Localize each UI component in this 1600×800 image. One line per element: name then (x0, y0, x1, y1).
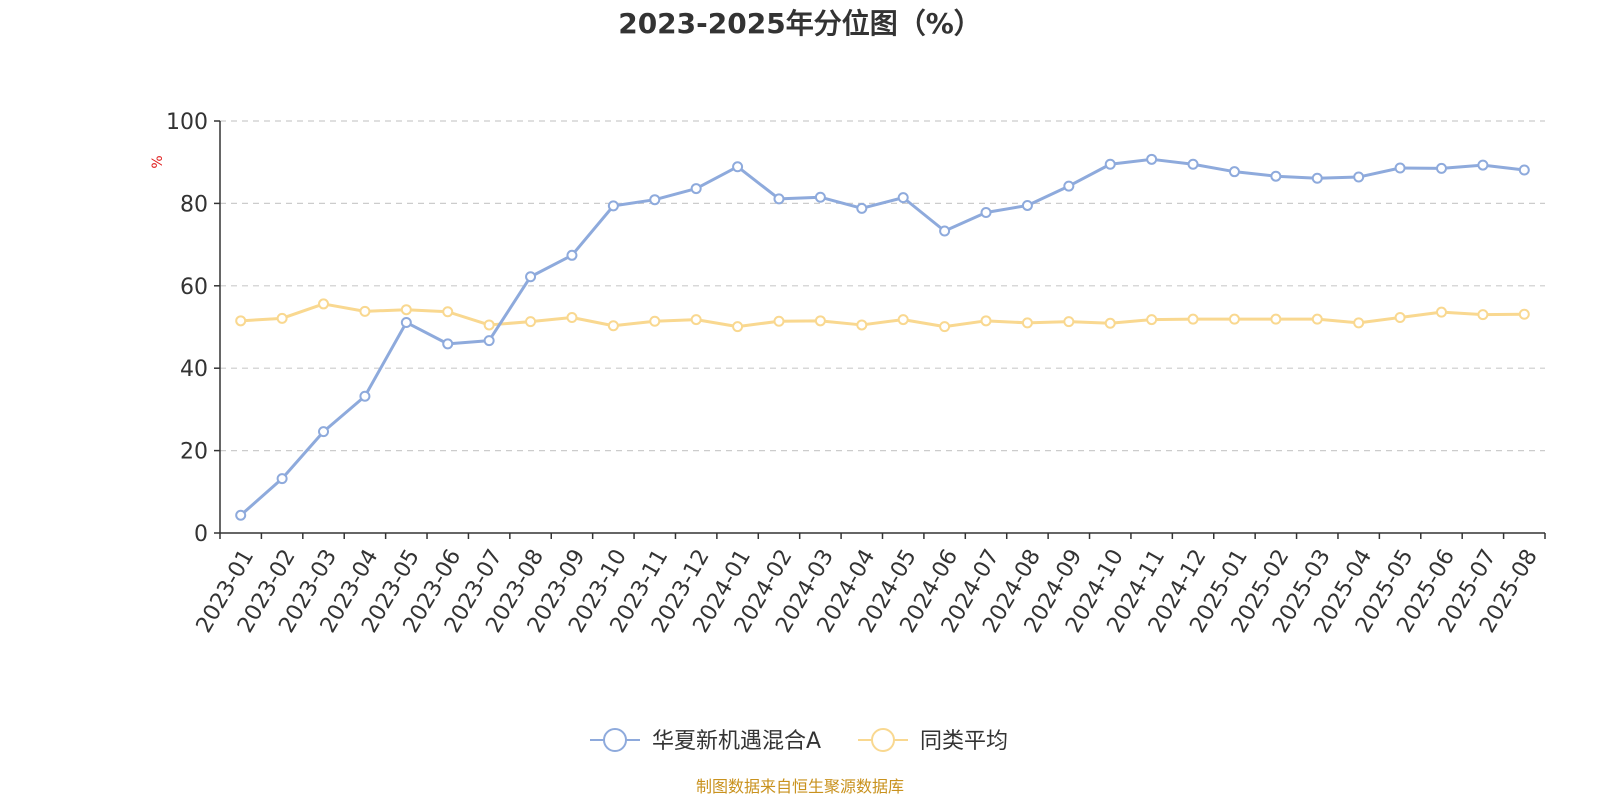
data-point[interactable] (1518, 164, 1530, 176)
data-point[interactable] (276, 473, 288, 485)
legend-item-0[interactable]: 华夏新机遇混合A (590, 728, 821, 754)
data-point[interactable] (897, 192, 909, 204)
data-point[interactable] (235, 509, 247, 521)
data-point[interactable] (483, 335, 495, 347)
data-point[interactable] (566, 312, 578, 324)
grid-layer (220, 120, 1545, 452)
data-point[interactable] (1518, 308, 1530, 320)
data-point[interactable] (1311, 313, 1323, 325)
y-tick-label: 80 (180, 192, 208, 217)
data-point[interactable] (1477, 159, 1489, 171)
data-point[interactable] (400, 304, 412, 316)
data-point[interactable] (732, 321, 744, 333)
legend[interactable]: 华夏新机遇混合A 同类平均 (590, 728, 1008, 754)
data-point[interactable] (1353, 171, 1365, 183)
data-point[interactable] (1104, 317, 1116, 329)
data-point[interactable] (1394, 162, 1406, 174)
data-point[interactable] (400, 316, 412, 328)
data-point[interactable] (442, 306, 454, 318)
data-point[interactable] (1021, 199, 1033, 211)
data-point[interactable] (359, 390, 371, 402)
data-point[interactable] (690, 183, 702, 195)
data-point[interactable] (318, 426, 330, 438)
data-point[interactable] (1063, 180, 1075, 192)
data-point[interactable] (980, 206, 992, 218)
data-point[interactable] (856, 202, 868, 214)
data-point[interactable] (897, 314, 909, 326)
legend-label: 同类平均 (920, 729, 1008, 754)
legend-label: 华夏新机遇混合A (652, 729, 821, 754)
data-point[interactable] (318, 298, 330, 310)
data-point[interactable] (1104, 158, 1116, 170)
y-tick-label: 100 (166, 110, 208, 135)
series-line (240, 302, 1525, 329)
data-point[interactable] (607, 200, 619, 212)
data-point[interactable] (1435, 162, 1447, 174)
data-point[interactable] (483, 319, 495, 331)
data-point[interactable] (1435, 306, 1447, 318)
legend-marker (603, 728, 627, 752)
data-point[interactable] (939, 321, 951, 333)
y-axis-label: % (150, 155, 166, 168)
series-1 (235, 298, 1530, 333)
y-tick-label: 20 (180, 440, 208, 465)
series-0 (235, 153, 1530, 521)
data-point[interactable] (690, 314, 702, 326)
data-point[interactable] (1311, 172, 1323, 184)
y-tick-label: 40 (180, 357, 208, 382)
data-point[interactable] (1021, 317, 1033, 329)
chart-title: 2023-2025年分位图（%） (618, 7, 982, 40)
data-point[interactable] (732, 161, 744, 173)
data-point[interactable] (814, 191, 826, 203)
data-point[interactable] (1187, 313, 1199, 325)
data-point[interactable] (856, 319, 868, 331)
source-note: 制图数据来自恒生聚源数据库 (696, 777, 904, 796)
data-point[interactable] (1146, 314, 1158, 326)
data-point[interactable] (1270, 313, 1282, 325)
data-point[interactable] (607, 320, 619, 332)
data-point[interactable] (1228, 166, 1240, 178)
data-point[interactable] (649, 315, 661, 327)
data-point[interactable] (525, 316, 537, 328)
data-point[interactable] (276, 312, 288, 324)
legend-marker (871, 728, 895, 752)
data-point[interactable] (1394, 312, 1406, 324)
data-point[interactable] (939, 225, 951, 237)
data-point[interactable] (235, 315, 247, 327)
data-point[interactable] (773, 315, 785, 327)
data-point[interactable] (525, 271, 537, 283)
series-line (239, 157, 1525, 517)
data-point[interactable] (1477, 309, 1489, 321)
data-point[interactable] (649, 194, 661, 206)
y-tick-label: 0 (194, 522, 208, 547)
data-point[interactable] (980, 315, 992, 327)
data-point[interactable] (1187, 158, 1199, 170)
series-layer (235, 153, 1530, 521)
legend-item-1[interactable]: 同类平均 (858, 728, 1008, 754)
data-point[interactable] (442, 338, 454, 350)
data-point[interactable] (1228, 313, 1240, 325)
data-point[interactable] (1270, 170, 1282, 182)
axis-layer: 0204060801002023-012023-022023-032023-04… (166, 110, 1546, 637)
data-point[interactable] (773, 193, 785, 205)
data-point[interactable] (1063, 316, 1075, 328)
y-tick-label: 60 (180, 275, 208, 300)
data-point[interactable] (1353, 317, 1365, 329)
data-point[interactable] (814, 315, 826, 327)
data-point[interactable] (1146, 153, 1158, 165)
data-point[interactable] (359, 305, 371, 317)
data-point[interactable] (566, 249, 578, 261)
